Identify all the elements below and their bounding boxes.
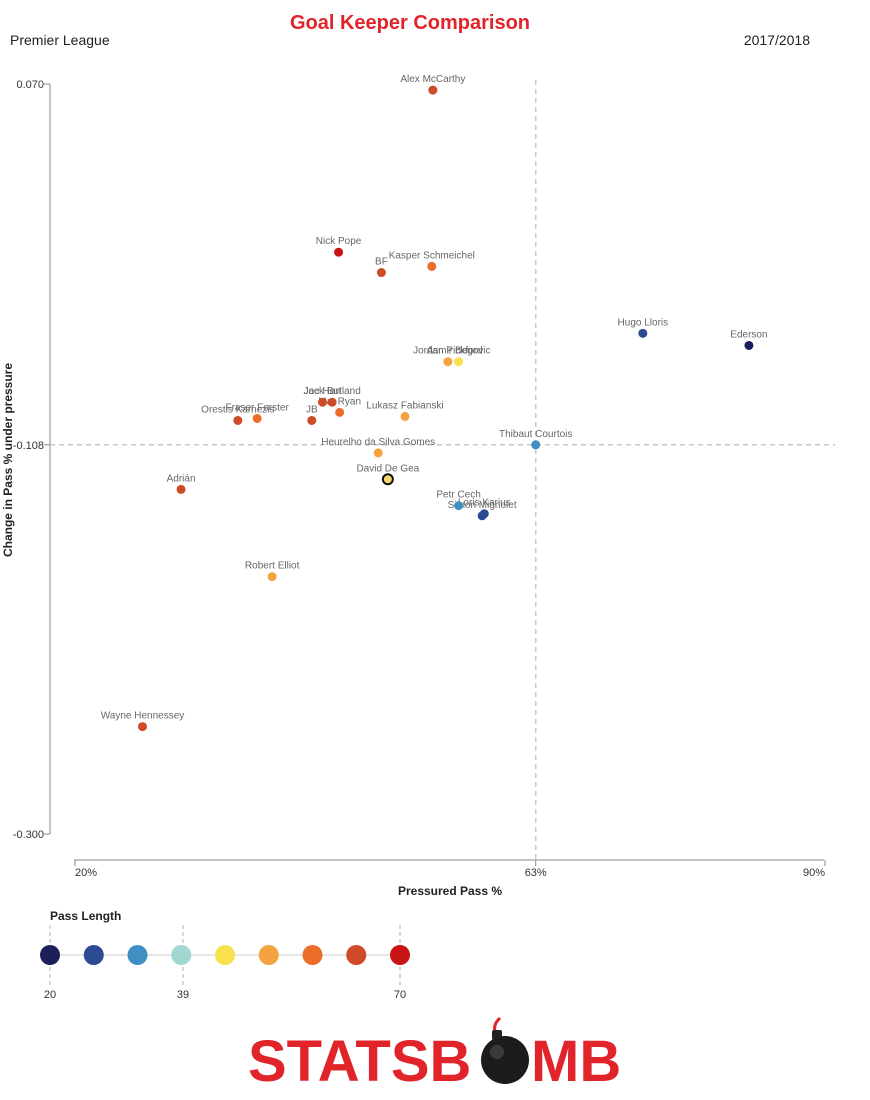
legend-title: Pass Length xyxy=(50,909,121,923)
point-label: Simon Mignolet xyxy=(448,500,517,511)
data-point[interactable] xyxy=(376,268,386,278)
point-label: Lukasz Fabianski xyxy=(366,400,443,411)
chart-title: Goal Keeper Comparison xyxy=(290,12,530,34)
point-label: Ederson xyxy=(730,329,767,340)
point-label: Asmir Begovic xyxy=(427,346,491,357)
data-point[interactable] xyxy=(252,413,262,423)
point-label: Joe Hart xyxy=(304,386,342,397)
legend-swatch xyxy=(215,945,235,965)
point-label: Alex McCarthy xyxy=(400,74,465,85)
data-point[interactable] xyxy=(477,511,487,521)
logo-text-right: MB xyxy=(531,1029,621,1094)
data-point[interactable] xyxy=(318,397,327,407)
data-point[interactable] xyxy=(138,722,147,732)
point-label: David De Gea xyxy=(356,463,419,474)
axis-ticks: 0.070 -0.108 -0.300 20% 63% 90% xyxy=(13,79,826,879)
data-point[interactable] xyxy=(373,448,383,458)
point-label: Loris Karius xyxy=(458,498,511,509)
legend-tick-label: 70 xyxy=(394,989,406,1001)
season-label: 2017/2018 xyxy=(744,32,810,48)
legend-tick-label: 39 xyxy=(177,989,189,1001)
data-point[interactable] xyxy=(233,415,243,425)
data-point[interactable] xyxy=(443,357,453,367)
data-point[interactable] xyxy=(327,397,337,407)
bomb-icon xyxy=(481,1016,529,1084)
legend-swatch xyxy=(390,945,410,965)
data-point[interactable] xyxy=(176,484,186,494)
data-point[interactable] xyxy=(381,473,394,486)
y-tick-label: -0.108 xyxy=(13,440,44,452)
point-label: Orestis Karnezis xyxy=(201,404,274,415)
league-label: Premier League xyxy=(10,32,110,48)
point-label: Wayne Hennessey xyxy=(101,711,185,722)
data-point[interactable] xyxy=(307,415,317,425)
data-point[interactable] xyxy=(334,247,344,257)
legend-swatch xyxy=(302,945,323,965)
logo-text-left: STATSB xyxy=(248,1029,471,1094)
point-label: Fraser Forster xyxy=(225,402,289,413)
legend-tick-label: 20 xyxy=(44,989,56,1001)
data-point[interactable] xyxy=(454,357,464,367)
data-point[interactable] xyxy=(428,85,438,95)
y-axis-title: Change in Pass % under pressure xyxy=(1,363,15,557)
point-label: Mat Ryan xyxy=(318,396,361,407)
legend-swatch xyxy=(258,945,279,965)
data-point[interactable] xyxy=(335,407,345,417)
data-point[interactable] xyxy=(400,411,410,421)
point-label: BF xyxy=(375,257,388,268)
point-label: Heurelho da Silva Gomes xyxy=(321,437,435,448)
data-point[interactable] xyxy=(267,572,277,582)
x-tick-label: 20% xyxy=(75,867,97,879)
y-tick-label: 0.070 xyxy=(16,79,44,91)
point-label: Jordan Pickford xyxy=(413,346,482,357)
point-labels: Alex McCarthy Nick Pope Kasper SchmeichelB… xyxy=(101,74,768,721)
point-label: Thibaut Courtois xyxy=(499,429,572,440)
point-label: Kasper Schmeichel xyxy=(389,250,475,261)
point-label: Hugo Lloris xyxy=(618,317,669,328)
legend-swatch xyxy=(40,945,60,965)
data-point[interactable] xyxy=(454,501,464,511)
data-point[interactable] xyxy=(638,328,648,338)
data-point[interactable] xyxy=(531,440,541,450)
point-label: Nick Pope xyxy=(316,236,362,247)
x-tick-label: 90% xyxy=(803,867,825,879)
legend-swatch xyxy=(171,945,192,965)
data-points xyxy=(138,85,754,732)
x-tick-label: 63% xyxy=(525,867,547,879)
reference-lines xyxy=(50,80,835,860)
legend-swatch xyxy=(346,945,367,965)
legend-swatch xyxy=(83,945,104,965)
data-point[interactable] xyxy=(427,261,437,271)
point-label: Robert Elliot xyxy=(245,561,300,572)
point-label: Jack Butland xyxy=(304,386,361,397)
point-label: Petr Cech xyxy=(436,490,480,501)
x-axis-title: Pressured Pass % xyxy=(398,884,502,898)
y-tick-label: -0.300 xyxy=(13,829,44,841)
point-label: Adrián xyxy=(167,473,196,484)
pass-length-legend: 20 39 70 xyxy=(40,925,410,1001)
statsbomb-logo: STATSB MB xyxy=(248,1016,621,1094)
legend-swatch xyxy=(127,945,148,965)
point-label: JB xyxy=(306,404,318,415)
data-point[interactable] xyxy=(744,340,754,350)
